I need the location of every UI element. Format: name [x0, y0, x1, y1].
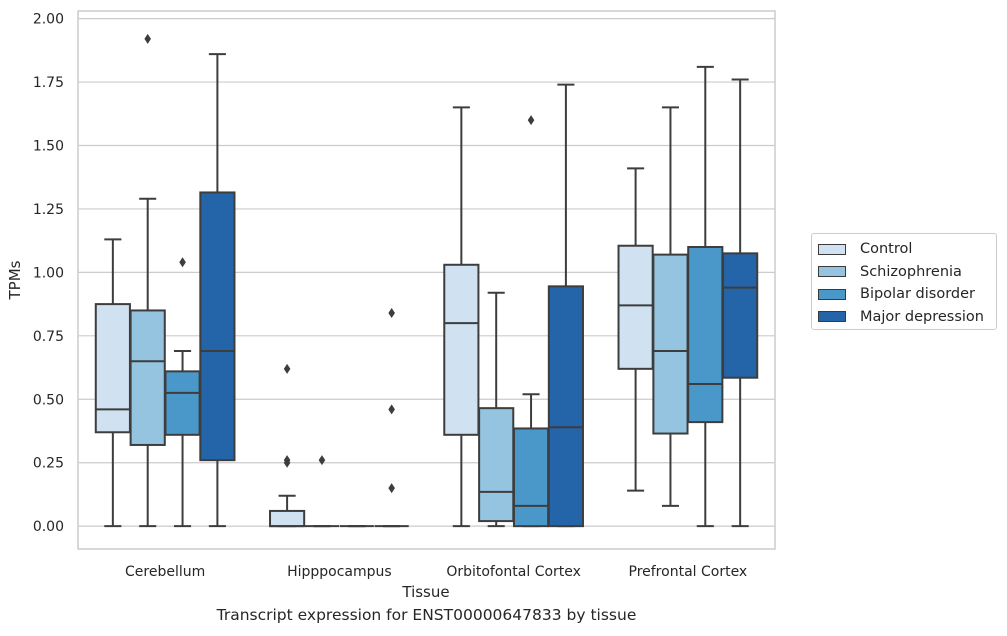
legend-swatch — [818, 266, 846, 278]
x-tick-label: Cerebellum — [125, 564, 205, 580]
outlier-point — [388, 483, 395, 494]
plot-area-frame — [77, 10, 776, 550]
outlier-point — [318, 455, 326, 466]
box-3-1 — [652, 106, 689, 507]
box-iqr — [687, 246, 724, 424]
x-tick-label: Prefrontal Cortex — [629, 564, 748, 580]
box-iqr — [199, 191, 236, 462]
legend-item: Schizophrenia — [818, 261, 996, 284]
y-tick-label: 0.00 — [33, 519, 64, 535]
x-axis-ticks: Cerebellum Hipppocampus Orbitofontal Corte… — [125, 564, 747, 580]
figure-caption: Transcript expression for ENST0000064783… — [216, 606, 637, 624]
legend: Control Schizophrenia Bipolar disorder Majo… — [811, 233, 997, 330]
y-tick-label: 1.75 — [33, 75, 64, 91]
box-1-0 — [269, 363, 306, 528]
box-1-1 — [304, 455, 340, 528]
legend-swatch — [818, 243, 846, 255]
box-3-0 — [617, 167, 654, 492]
legend-item: Major depression — [818, 306, 996, 329]
y-tick-label: 1.00 — [33, 265, 64, 281]
box-iqr — [547, 285, 584, 528]
box-iqr — [164, 370, 201, 436]
box-0-2 — [164, 257, 201, 528]
x-axis-title: Tissue — [401, 583, 449, 601]
box-iqr — [617, 244, 654, 370]
legend-label: Bipolar disorder — [860, 286, 975, 303]
y-axis-ticks: 0.00 0.25 0.50 0.75 1.00 1.25 1.50 1.75 2.00 — [33, 12, 64, 536]
legend-label: Control — [860, 241, 913, 258]
box-3-3 — [722, 78, 759, 528]
box-2-2 — [512, 115, 550, 528]
outlier-point — [527, 115, 535, 126]
box-2-0 — [443, 106, 480, 528]
box-0-0 — [94, 238, 131, 528]
legend-item: Control — [818, 238, 996, 261]
legend-item: Bipolar disorder — [818, 283, 996, 306]
box-2-1 — [478, 291, 515, 528]
y-axis-title: TPMs — [6, 260, 24, 300]
y-tick-label: 0.25 — [33, 456, 64, 472]
outlier-point — [388, 404, 395, 415]
box-iqr — [269, 509, 306, 528]
box-0-1 — [129, 33, 166, 528]
box-iqr — [512, 427, 550, 528]
outlier-point — [283, 363, 291, 374]
box-2-3 — [547, 83, 584, 528]
outlier-point — [179, 257, 186, 268]
legend-label: Major depression — [860, 308, 984, 325]
y-tick-label: 1.50 — [33, 139, 64, 155]
y-tick-label: 2.00 — [33, 12, 64, 28]
box-3-2 — [687, 65, 724, 528]
outlier-point — [144, 33, 151, 44]
box-1-3 — [374, 307, 409, 528]
y-tick-label: 0.75 — [33, 329, 64, 345]
box-iqr — [129, 309, 166, 446]
y-tick-label: 0.50 — [33, 392, 64, 408]
legend-swatch — [818, 288, 846, 300]
outlier-point — [388, 307, 395, 318]
x-tick-label: Hipppocampus — [287, 564, 392, 580]
boxes — [94, 33, 759, 528]
box-iqr — [722, 252, 759, 379]
box-iqr — [478, 407, 515, 523]
box-0-3 — [199, 53, 236, 528]
outlier-point — [283, 455, 291, 466]
legend-label: Schizophrenia — [860, 263, 962, 280]
box-iqr — [443, 263, 480, 436]
x-tick-label: Orbitofontal Cortex — [446, 564, 581, 580]
y-tick-label: 1.25 — [33, 202, 64, 218]
box-iqr — [652, 253, 689, 435]
legend-swatch — [818, 311, 846, 323]
box-iqr — [94, 303, 131, 434]
